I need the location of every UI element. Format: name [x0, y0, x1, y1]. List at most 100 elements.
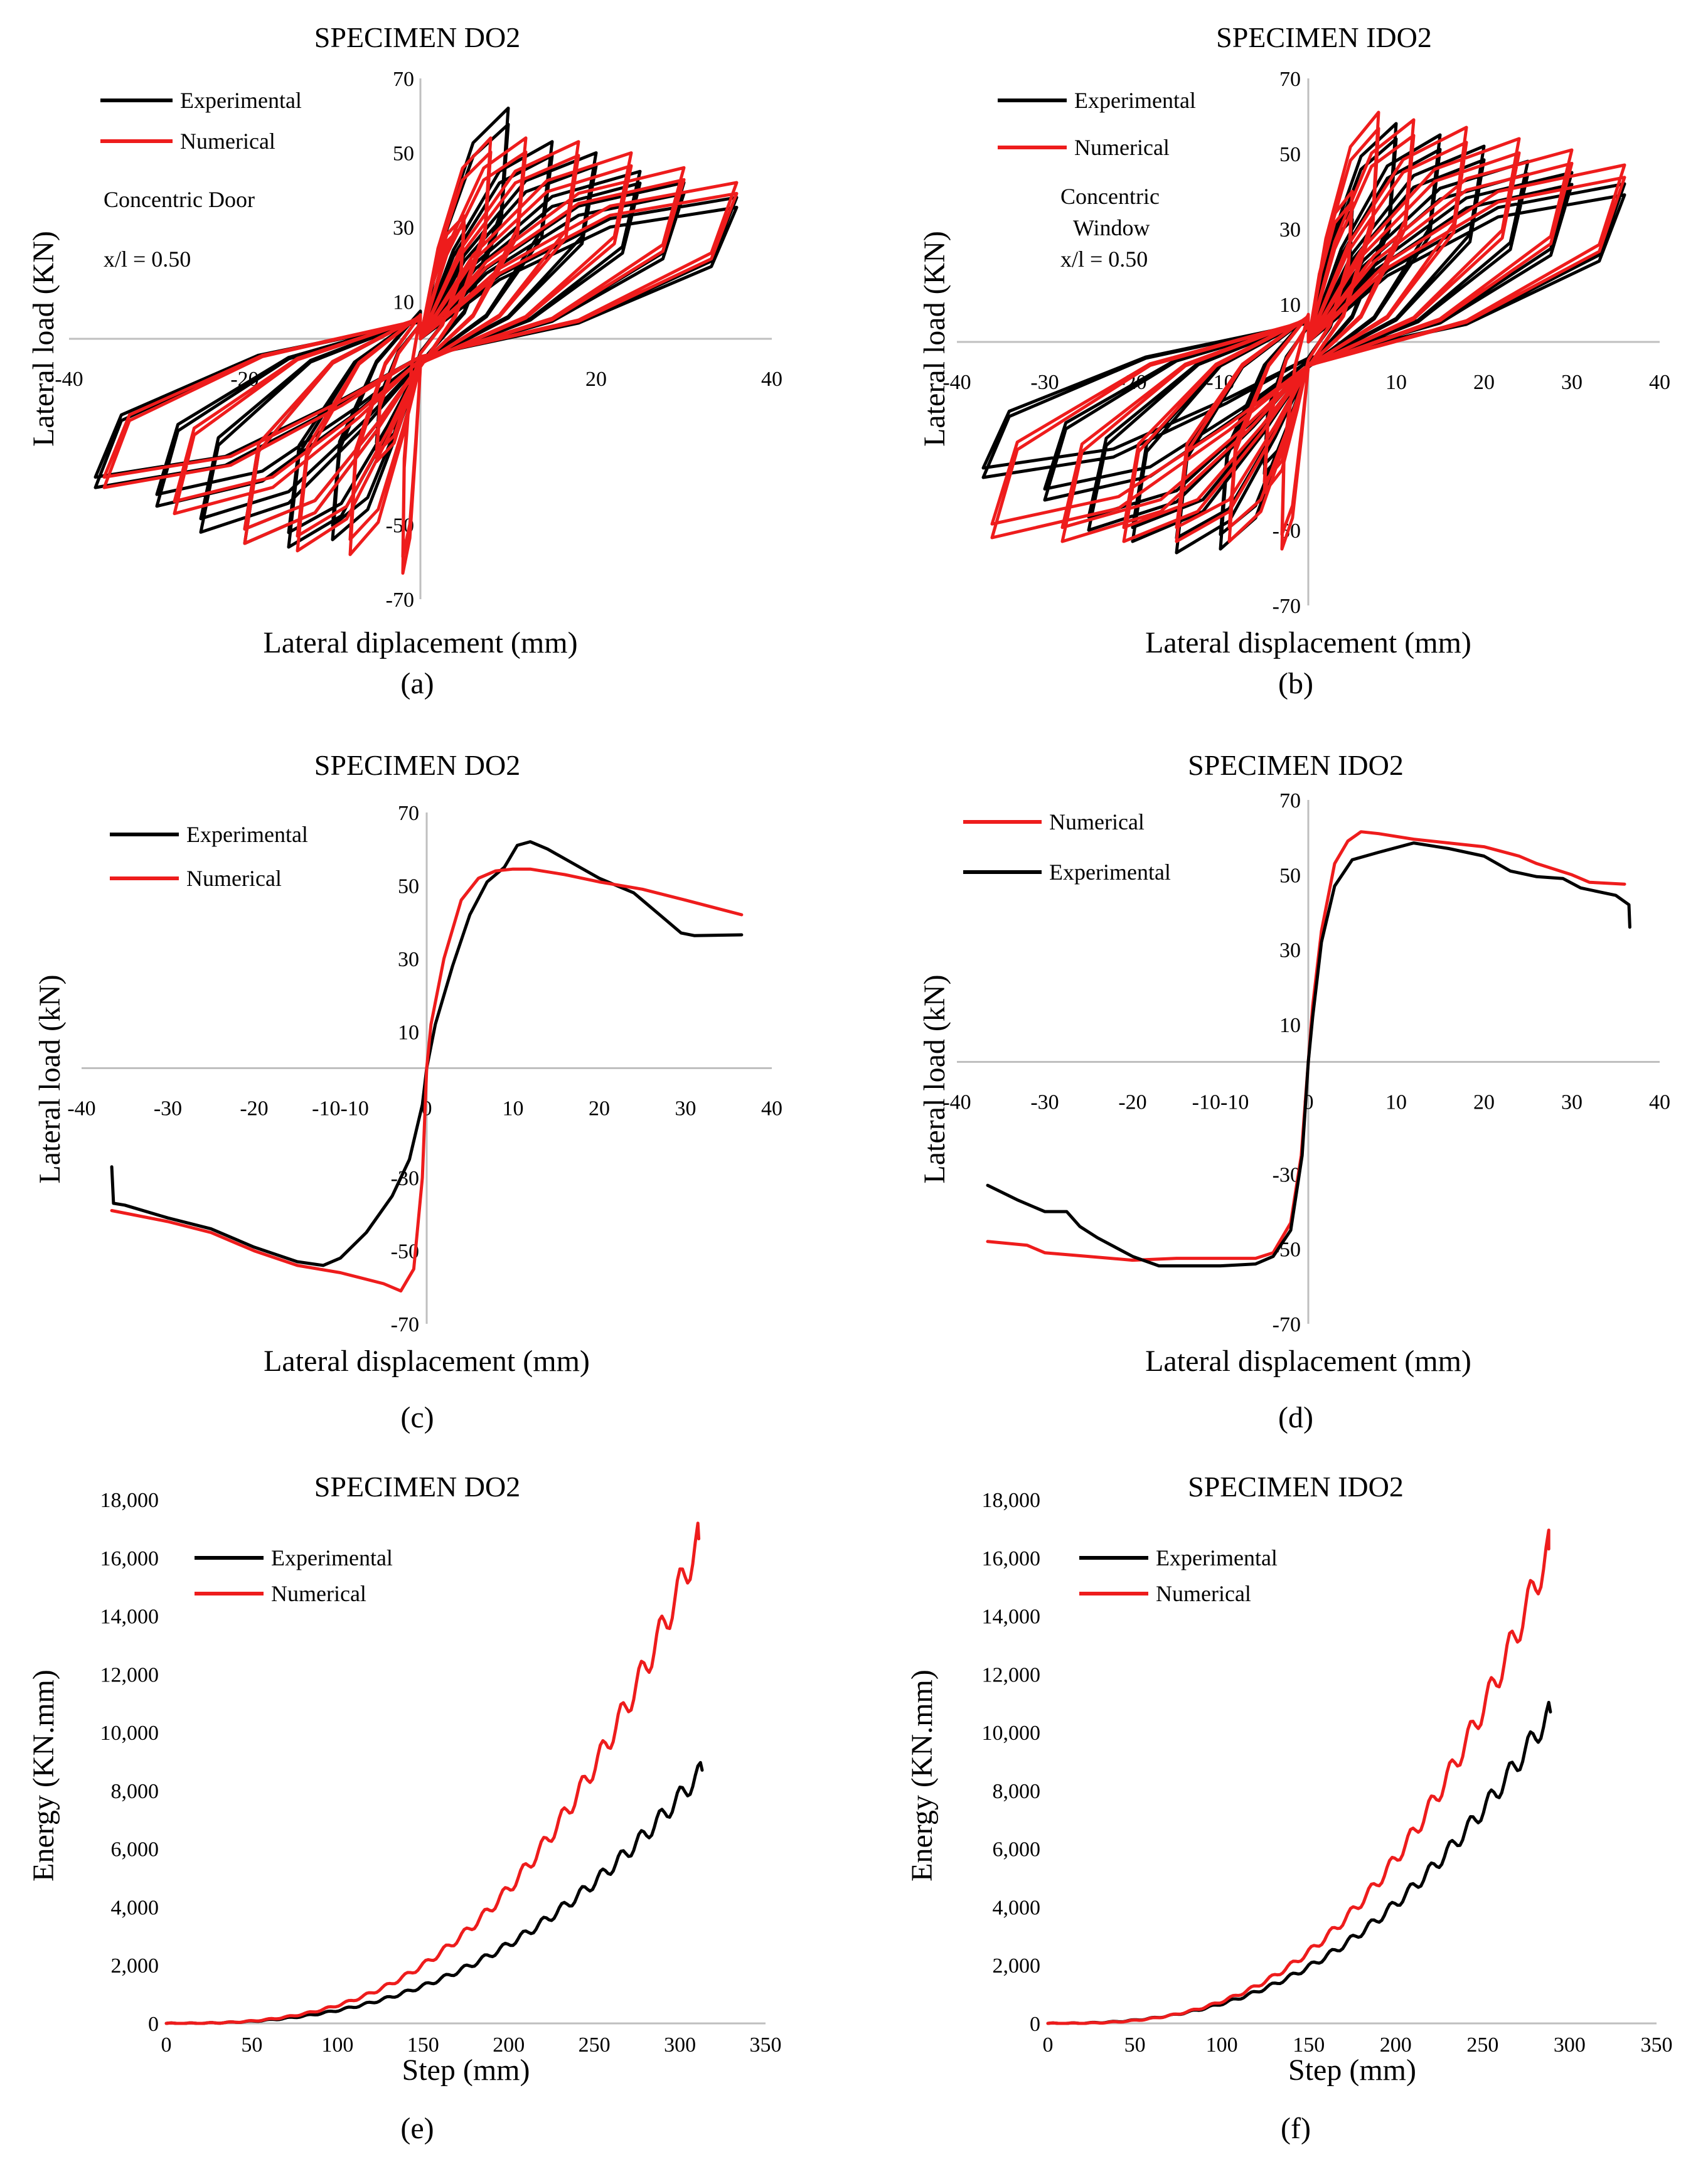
x-tick-label: 100	[321, 2033, 353, 2057]
y-tick-label: 16,000	[982, 1547, 1041, 1570]
x-tick-label: 20	[585, 368, 607, 391]
y-tick-label: 30	[393, 216, 414, 240]
y-tick-label: 10	[1279, 1014, 1301, 1037]
panel-caption: (a)	[400, 667, 434, 700]
y-tick-label: 10	[393, 291, 414, 314]
x-tick-label: 300	[664, 2033, 696, 2057]
x-tick-label: 20	[589, 1097, 610, 1121]
y-tick-label: 0	[1030, 2013, 1040, 2036]
x-tick-label: 150	[407, 2033, 439, 2057]
y-tick-label: 70	[1279, 789, 1301, 812]
x-tick-label: -10-10	[1192, 1091, 1249, 1114]
chart-f: 0 50 100 150 200 250 300 350 0 2,000 4,000 6,000 8,0…	[905, 1471, 1673, 2145]
x-tick-label: 0	[1043, 2033, 1054, 2057]
y-tick-label: 18,000	[100, 1489, 159, 1512]
chart-title: SPECIMEN IDO2	[1188, 749, 1404, 781]
x-tick-label: 250	[1466, 2033, 1498, 2057]
y-tick-label: 30	[1279, 939, 1301, 962]
legend-label: Experimental	[186, 822, 308, 847]
x-tick-label: -10-10	[312, 1097, 369, 1121]
legend-label: Numerical	[1074, 135, 1170, 160]
y-tick-label: 8,000	[111, 1780, 159, 1803]
legend-label: Numerical	[1156, 1581, 1251, 1606]
y-tick-label: 18,000	[982, 1489, 1041, 1512]
x-tick-label: 300	[1554, 2033, 1586, 2057]
x-tick-label: 350	[1641, 2033, 1673, 2057]
x-tick-label: -20	[240, 1097, 268, 1121]
panel-caption: (d)	[1278, 1401, 1313, 1434]
series-line-experimental	[1046, 1700, 1552, 2025]
y-axis-label: Lateral load (kN)	[33, 974, 67, 1183]
chart-c: -40 -30 -20 -10-10 0 10 20 30 4070503010-30-50-7…	[33, 749, 782, 1434]
x-tick-label: 40	[1649, 371, 1670, 394]
series-line-numerical	[1046, 1528, 1551, 2025]
chart-b: -40 -30 -20 -10 10 20 30 4070503010-50-70SPECIM…	[918, 21, 1670, 700]
series-line-numerical	[986, 830, 1626, 1262]
chart-title: SPECIMEN DO2	[314, 1471, 520, 1503]
annotation: x/l = 0.50	[1060, 247, 1148, 272]
x-axis-label: Lateral diplacement (mm)	[263, 626, 577, 659]
x-tick-label: 40	[761, 1097, 782, 1121]
chart-title: SPECIMEN DO2	[314, 21, 520, 53]
x-tick-label: 30	[675, 1097, 697, 1121]
series-line-numerical	[110, 867, 744, 1293]
y-axis-label: Energy (KN.mm)	[27, 1670, 60, 1882]
x-tick-label: 200	[1380, 2033, 1412, 2057]
y-tick-label: 10	[398, 1021, 419, 1044]
legend-label: Experimental	[1156, 1545, 1278, 1570]
y-tick-label: 0	[148, 2013, 159, 2036]
y-axis-label: Lateral load (KN)	[918, 231, 951, 447]
x-tick-label: 20	[1473, 1091, 1495, 1114]
legend-label: Numerical	[271, 1581, 366, 1606]
series-line-numerical	[990, 110, 1626, 551]
legend-label: Experimental	[1049, 860, 1171, 885]
x-tick-label: -30	[154, 1097, 182, 1121]
y-tick-label: 30	[398, 948, 419, 971]
x-tick-label: -30	[1030, 371, 1059, 394]
x-tick-label: 10	[1385, 371, 1407, 394]
x-tick-label: 40	[761, 368, 782, 391]
y-tick-label: 8,000	[993, 1780, 1041, 1803]
x-axis-label: Lateral displacement (mm)	[264, 1345, 590, 1378]
x-tick-label: 10	[503, 1097, 524, 1121]
series-line-experimental	[164, 1761, 704, 2025]
y-tick-label: 6,000	[993, 1838, 1041, 1862]
panel-caption: (b)	[1278, 667, 1313, 700]
x-tick-label: 20	[1473, 371, 1495, 394]
y-tick-label: 16,000	[100, 1547, 159, 1570]
y-axis-label: Lateral load (kN)	[918, 974, 951, 1183]
chart-e: 0 50 100 150 200 250 300 350 0 2,000 4,000 6,000 8,0…	[27, 1471, 782, 2145]
y-axis-label: Energy (KN.mm)	[905, 1670, 939, 1882]
x-tick-label: 50	[241, 2033, 262, 2057]
y-tick-label: -70	[391, 1313, 419, 1336]
y-tick-label: 2,000	[993, 1954, 1041, 1978]
y-tick-label: 70	[1279, 68, 1301, 91]
panel-caption: (c)	[400, 1401, 434, 1434]
x-tick-label: 200	[493, 2033, 525, 2057]
x-tick-label: 30	[1561, 371, 1583, 394]
panel-caption: (e)	[400, 2112, 434, 2145]
x-tick-label: 50	[1124, 2033, 1146, 2057]
series-line-numerical	[164, 1521, 701, 2025]
y-tick-label: 50	[1279, 143, 1301, 166]
annotation: x/l = 0.50	[104, 247, 191, 272]
x-tick-label: 0	[161, 2033, 172, 2057]
x-axis-label: Lateral displacement (mm)	[1145, 626, 1471, 659]
x-tick-label: -30	[1030, 1091, 1059, 1114]
y-axis-label: Lateral load (KN)	[27, 231, 60, 447]
legend-label: Numerical	[1049, 809, 1145, 834]
y-tick-label: 10,000	[100, 1722, 159, 1745]
y-tick-label: -70	[1273, 595, 1301, 618]
x-tick-label: 150	[1293, 2033, 1325, 2057]
y-tick-label: 14,000	[982, 1606, 1041, 1629]
x-tick-label: 30	[1561, 1091, 1583, 1114]
x-tick-label: -20	[1118, 1091, 1146, 1114]
x-tick-label: 350	[750, 2033, 782, 2057]
y-tick-label: 50	[1279, 864, 1301, 887]
legend-label: Experimental	[271, 1545, 393, 1570]
y-tick-label: -70	[386, 589, 414, 612]
legend-label: Numerical	[186, 866, 282, 891]
x-axis-label: Lateral displacement (mm)	[1145, 1345, 1471, 1378]
